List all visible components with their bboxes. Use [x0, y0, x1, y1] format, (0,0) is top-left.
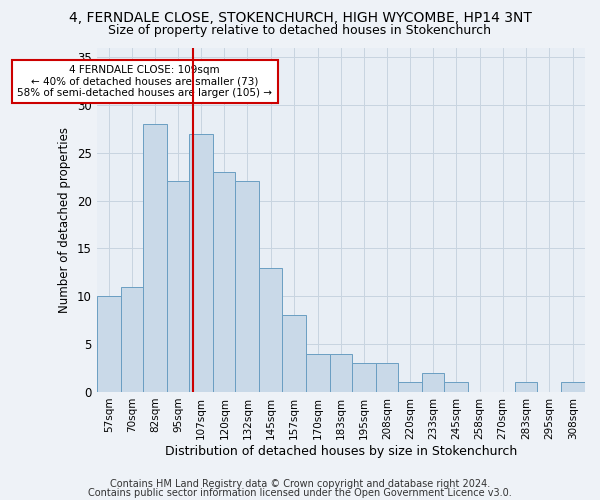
- Bar: [213, 172, 235, 392]
- Y-axis label: Number of detached properties: Number of detached properties: [58, 126, 71, 312]
- Text: Contains public sector information licensed under the Open Government Licence v3: Contains public sector information licen…: [88, 488, 512, 498]
- Bar: [97, 296, 121, 392]
- Bar: [398, 382, 422, 392]
- Bar: [376, 364, 398, 392]
- Bar: [561, 382, 585, 392]
- Bar: [330, 354, 352, 392]
- Bar: [445, 382, 469, 392]
- Bar: [167, 182, 189, 392]
- Bar: [306, 354, 330, 392]
- Bar: [121, 286, 143, 392]
- Bar: [189, 134, 213, 392]
- X-axis label: Distribution of detached houses by size in Stokenchurch: Distribution of detached houses by size …: [165, 444, 517, 458]
- Bar: [352, 364, 376, 392]
- Bar: [235, 182, 259, 392]
- Bar: [422, 373, 445, 392]
- Bar: [281, 316, 306, 392]
- Bar: [259, 268, 281, 392]
- Text: Size of property relative to detached houses in Stokenchurch: Size of property relative to detached ho…: [109, 24, 491, 37]
- Text: Contains HM Land Registry data © Crown copyright and database right 2024.: Contains HM Land Registry data © Crown c…: [110, 479, 490, 489]
- Bar: [143, 124, 167, 392]
- Bar: [515, 382, 537, 392]
- Text: 4, FERNDALE CLOSE, STOKENCHURCH, HIGH WYCOMBE, HP14 3NT: 4, FERNDALE CLOSE, STOKENCHURCH, HIGH WY…: [68, 11, 532, 25]
- Text: 4 FERNDALE CLOSE: 109sqm
← 40% of detached houses are smaller (73)
58% of semi-d: 4 FERNDALE CLOSE: 109sqm ← 40% of detach…: [17, 64, 272, 98]
